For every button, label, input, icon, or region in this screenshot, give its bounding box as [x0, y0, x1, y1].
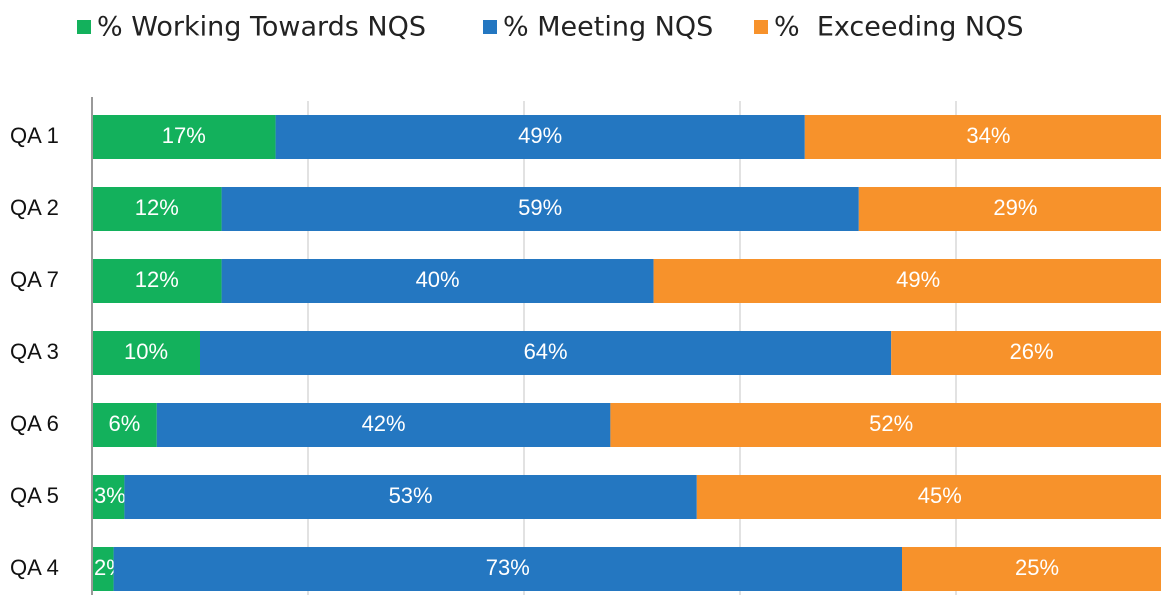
bar-segment: [92, 403, 157, 447]
data-label: 64%: [524, 339, 568, 364]
data-label: 25%: [1015, 555, 1059, 580]
data-label: 52%: [869, 411, 913, 436]
bar-segment: [92, 475, 125, 519]
data-label: 40%: [416, 267, 460, 292]
data-label: 42%: [362, 411, 406, 436]
bar-segment: [92, 187, 222, 231]
bar-segment: [200, 331, 892, 375]
bar-segment: [610, 403, 1161, 447]
bar-segment: [221, 259, 654, 303]
data-label: 73%: [486, 555, 530, 580]
y-tick-label: QA 6: [10, 411, 59, 436]
data-label: 17%: [162, 123, 206, 148]
legend-swatch: [483, 20, 497, 34]
bar-segment: [653, 259, 1161, 303]
data-label: 26%: [1010, 339, 1054, 364]
data-label: 6%: [109, 411, 141, 436]
data-label: 49%: [896, 267, 940, 292]
data-label: 10%: [124, 339, 168, 364]
y-tick-label: QA 3: [10, 339, 59, 364]
legend-label: % Working Towards NQS: [97, 12, 426, 43]
bar-segment: [92, 115, 276, 159]
data-label: 29%: [993, 195, 1037, 220]
data-label: 34%: [966, 123, 1010, 148]
y-tick-label: QA 5: [10, 483, 59, 508]
data-label: 3%: [94, 483, 126, 508]
bar-segment: [92, 547, 114, 591]
data-label: 53%: [389, 483, 433, 508]
data-label: 59%: [518, 195, 562, 220]
legend-swatch: [77, 20, 91, 34]
y-tick-label: QA 2: [10, 195, 59, 220]
bar-segment: [804, 115, 1161, 159]
bar-segment: [858, 187, 1161, 231]
legend-swatch: [754, 20, 768, 34]
bar-segment: [902, 547, 1161, 591]
legend-label: % Exceeding NQS: [774, 12, 1024, 43]
bar-segment: [92, 259, 222, 303]
data-label: 12%: [135, 195, 179, 220]
bar-segment: [156, 403, 611, 447]
y-tick-label: QA 4: [10, 555, 59, 580]
bar-segment: [92, 331, 200, 375]
bar-segment: [113, 547, 903, 591]
data-label: 45%: [918, 483, 962, 508]
bar-segment: [124, 475, 697, 519]
y-tick-label: QA 1: [10, 123, 59, 148]
data-label: 49%: [518, 123, 562, 148]
legend-label: % Meeting NQS: [503, 12, 713, 43]
bar-segment: [221, 187, 859, 231]
data-label: 12%: [135, 267, 179, 292]
bar-segment: [275, 115, 805, 159]
bar-segment: [891, 331, 1161, 375]
bar-segment: [696, 475, 1161, 519]
y-tick-label: QA 7: [10, 267, 59, 292]
